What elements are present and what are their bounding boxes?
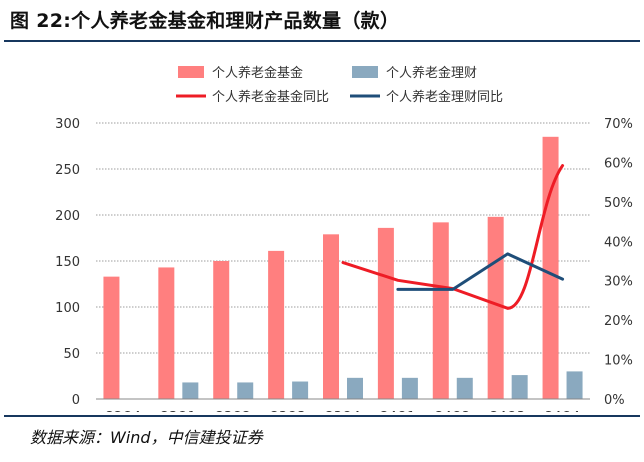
bar-wealth-23Q3 [292, 381, 309, 399]
right-tick-label-0: 0% [604, 393, 625, 408]
x-tick-label-23Q3: 23Q3 [271, 410, 306, 412]
left-tick-label-0: 0 [72, 393, 80, 408]
chart-lines [341, 164, 565, 310]
left-tick-label-3: 150 [55, 255, 80, 270]
bar-fund-23Q2 [213, 261, 230, 399]
bar-fund-23Q4 [323, 234, 339, 399]
bar-wealth-24Q1 [401, 377, 418, 399]
legend-label-0: 个人养老金基金 [212, 65, 303, 81]
legend-label-3: 个人养老金理财同比 [386, 89, 503, 105]
chart-bars [103, 136, 583, 400]
bar-fund-22Q4 [103, 276, 120, 399]
legend-label-1: 个人养老金理财 [386, 65, 477, 81]
page-title: 图 22:个人养老金基金和理财产品数量（款） [10, 10, 400, 32]
bar-wealth-23Q2 [237, 382, 254, 399]
source-note: 数据来源：Wind，中信建投证券 [30, 428, 263, 447]
right-tick-label-4: 40% [604, 235, 633, 250]
bar-fund-23Q3 [268, 250, 285, 399]
right-tick-label-7: 70% [604, 117, 633, 132]
legend-label-2: 个人养老金基金同比 [212, 89, 329, 105]
bar-wealth-24Q3 [511, 375, 528, 399]
left-tick-label-4: 200 [55, 209, 80, 224]
left-axis: 0 50 100 150 200 250 300 [55, 117, 80, 408]
bottom-rule [4, 415, 640, 417]
x-tick-label-23Q4: 23Q4 [325, 410, 360, 412]
right-tick-label-2: 20% [604, 314, 633, 329]
left-tick-label-1: 50 [63, 347, 80, 362]
bar-wealth-23Q4 [347, 377, 363, 399]
x-tick-label-23Q2: 23Q2 [216, 410, 251, 412]
x-tick-label-24Q3: 24Q3 [490, 410, 525, 412]
x-tick-label-24Q1: 24Q1 [380, 410, 415, 412]
bar-fund-24Q1 [377, 227, 394, 399]
x-tick-label-22Q4: 22Q4 [106, 410, 141, 412]
legend-swatch-1 [352, 66, 378, 78]
x-tick-label-24Q4: 24Q4 [545, 410, 580, 412]
bar-wealth-24Q2 [456, 377, 473, 399]
bar-fund-24Q2 [432, 222, 449, 399]
x-tick-label-24Q2: 24Q2 [435, 410, 470, 412]
line-fund-yoy [341, 164, 565, 310]
left-tick-label-2: 100 [55, 301, 80, 316]
bar-wealth-23Q1 [182, 382, 199, 399]
right-tick-label-1: 10% [604, 354, 633, 369]
x-axis: 22Q4 23Q1 23Q2 23Q3 23Q4 24Q1 24Q2 24Q3 24Q4 [96, 398, 590, 412]
x-tick-label-23Q1: 23Q1 [161, 410, 196, 412]
right-axis: 0% 10% 20% 30% 40% 50% 60% 70% [604, 117, 633, 408]
right-tick-label-6: 60% [604, 156, 633, 171]
left-tick-label-6: 300 [55, 117, 80, 132]
line-wealth-yoy [396, 252, 565, 291]
bar-fund-24Q3 [487, 216, 504, 399]
chart-grid [96, 122, 590, 354]
right-tick-label-3: 30% [604, 275, 633, 290]
bar-fund-23Q1 [158, 267, 175, 399]
right-tick-label-5: 50% [604, 196, 633, 211]
legend-swatch-0 [178, 66, 204, 78]
left-tick-label-5: 250 [55, 163, 80, 178]
title-rule [4, 40, 640, 42]
bar-wealth-24Q4 [566, 371, 583, 399]
